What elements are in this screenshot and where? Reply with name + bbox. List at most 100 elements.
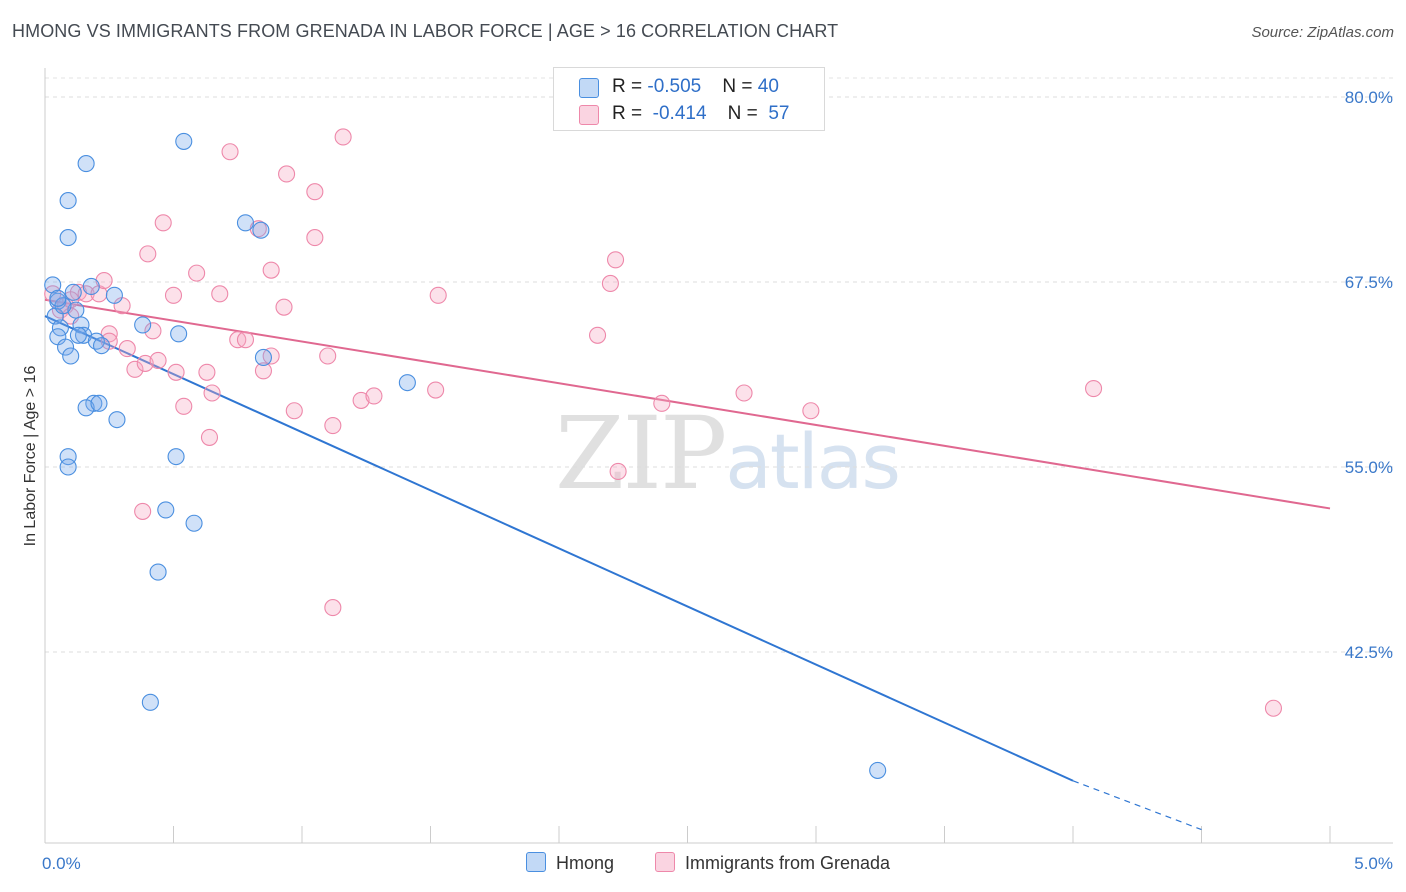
hmong-point [77,399,95,417]
hmong-point [134,316,152,334]
x-tick-label: 0.0% [42,854,81,873]
grenada-point [275,298,293,316]
grenada-point [1085,380,1103,398]
hmong-point [167,448,185,466]
legend-row-hmong: R = -0.505 N = 40 [554,74,824,100]
grenada-legend-swatch [655,852,675,872]
hmong-point [869,761,887,779]
y-tick-label: 42.5% [1345,643,1393,662]
hmong-point [157,501,175,519]
grenada-point [262,261,280,279]
grenada-point [334,128,352,146]
grenada-point [175,397,193,415]
grenada-point [324,599,342,617]
grenada-point [609,462,627,480]
correlation-legend: R = -0.505 N = 40 R = -0.414 N = 57 [553,67,825,131]
grenada-point [429,286,447,304]
hmong-point [236,214,255,232]
legend-row-grenada: R = -0.414 N = 57 [554,101,824,127]
hmong-swatch [579,78,599,98]
chart-title: HMONG VS IMMIGRANTS FROM GRENADA IN LABO… [12,21,839,41]
hmong-point [170,325,188,343]
series-legend: Hmong Immigrants from Grenada [0,852,1406,878]
grenada-point [278,165,296,183]
hmong-legend-label: Hmong [556,853,615,873]
grenada-point [606,251,625,269]
legend-item-grenada[interactable]: Immigrants from Grenada [655,852,890,874]
axes [44,68,1393,844]
grenada-n-label: N = [727,103,764,124]
hmong-point [49,289,67,307]
grenada-point [164,286,183,304]
grenada-point [324,417,342,435]
hmong-n-label: N = [722,76,758,97]
grenada-point [167,363,185,381]
grenada-point [154,214,172,232]
hmong-point [108,411,126,429]
hmong-point [90,394,108,412]
y-axis-title: In Labor Force | Age > 16 [22,366,39,547]
hmong-n-value: 40 [757,76,779,97]
grenada-point [139,245,157,263]
grenada-point [306,229,324,247]
x-tick-label: 5.0% [1354,854,1393,873]
hmong-point [185,514,203,532]
hmong-point [57,338,75,356]
grenada-point [188,264,206,282]
hmong-point [72,316,90,334]
grenada-point [200,428,219,446]
grenada-point [236,331,255,349]
grenada-point [254,362,273,380]
legend-item-hmong[interactable]: Hmong [526,852,614,874]
grenada-point [149,351,167,369]
grenada-point [144,322,162,340]
tick-labels: 80.0% 67.5% 55.0% 42.5% 0.0% 5.0% [42,88,1393,873]
grenada-n-value: 57 [768,103,790,124]
grenada-point [802,402,820,420]
grenada-point [221,143,239,161]
hmong-point [44,276,62,294]
hmong-r-label: R = [612,76,648,97]
grenada-point [136,354,154,372]
hmong-r-value: -0.505 [647,76,702,97]
grenada-point [134,502,152,520]
hmong-legend-swatch [526,852,546,872]
data-points [44,128,1283,779]
grenada-point [588,326,607,344]
y-tick-label: 55.0% [1345,458,1393,477]
grenada-trendline [44,298,1331,510]
grenada-point [601,274,619,293]
hmong-point [141,693,159,711]
hmong-point [82,277,100,295]
hmong-point [149,563,167,581]
y-tick-label: 67.5% [1345,273,1393,292]
hmong-point [59,192,77,210]
hmong-trendline-extension [1072,780,1202,831]
grenada-swatch [579,105,599,125]
hmong-point [92,337,111,355]
grenada-point [306,183,324,201]
grenada-point [198,363,216,381]
grenada-point [352,391,370,409]
grenada-point [365,387,383,405]
hmong-trendline [44,315,1074,782]
hmong-point [252,221,270,239]
grenada-r-label: R = [612,103,648,124]
hmong-point [77,155,95,173]
hmong-point [175,132,193,150]
y-tick-label: 80.0% [1345,88,1393,107]
trendlines [44,298,1331,831]
grenada-point [285,402,303,420]
hmong-point [105,286,123,304]
grenada-point [211,285,229,303]
grenada-point [735,384,753,402]
grid-lines [45,77,1393,653]
source-credit[interactable]: Source: ZipAtlas.com [1251,24,1394,41]
grenada-point [100,325,118,343]
grenada-point [126,360,144,378]
hmong-point [398,374,416,392]
hmong-point [59,458,77,476]
hmong-point [64,283,82,301]
grenada-r-value: -0.414 [652,103,707,124]
